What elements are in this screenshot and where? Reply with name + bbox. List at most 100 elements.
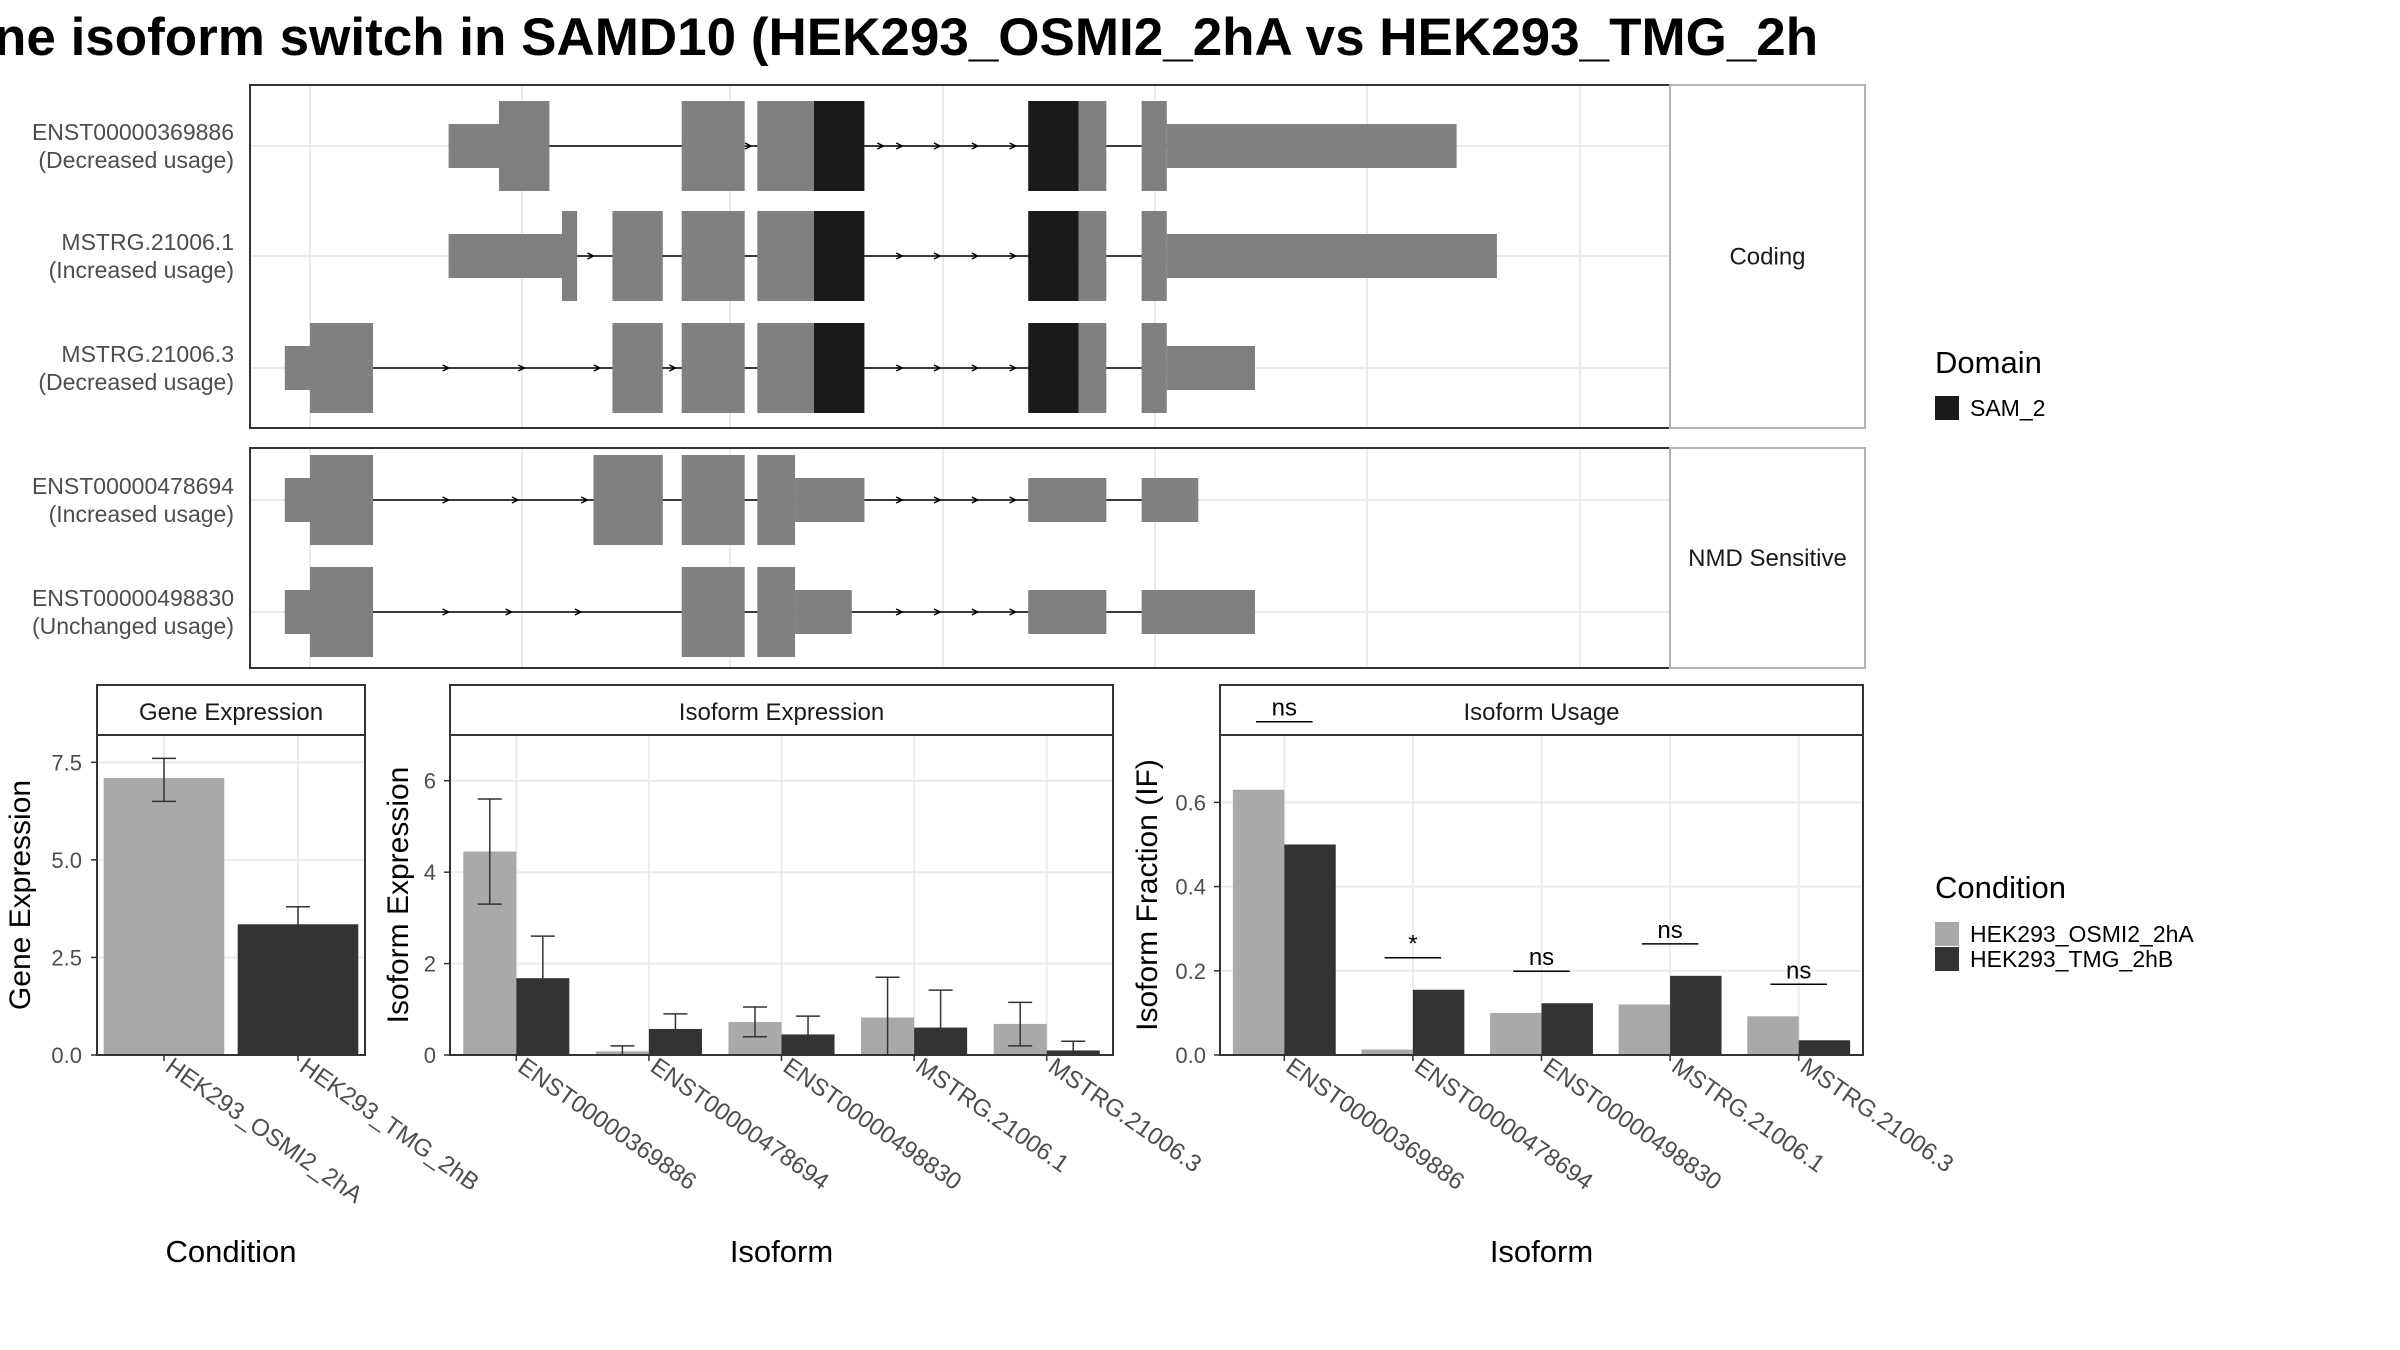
- data-bar: [1541, 1003, 1593, 1055]
- exon-block: [310, 567, 373, 657]
- data-bar: [1490, 1012, 1542, 1055]
- transcript-usage-label: (Unchanged usage): [32, 613, 234, 639]
- exon-block: [681, 455, 745, 545]
- exon-block: [310, 455, 373, 545]
- panel-strip: [449, 684, 1114, 736]
- y-axis-title: Isoform Expression: [382, 767, 415, 1024]
- condition-legend-swatch: [1935, 947, 1959, 971]
- strand-arrow: [1009, 142, 1018, 150]
- strand-arrow: [442, 608, 451, 616]
- strand-arrow: [895, 364, 904, 372]
- domain-block: [1028, 323, 1079, 413]
- panel-title: Isoform Usage: [1463, 699, 1619, 726]
- data-bar: [1284, 844, 1336, 1055]
- significance-label: ns: [1786, 957, 1811, 984]
- exon-block: [284, 346, 310, 390]
- transcript-label: ENST00000498830: [32, 585, 234, 611]
- domain-legend-title: Domain: [1935, 345, 2042, 380]
- significance-label: ns: [1529, 944, 1554, 971]
- data-bar: [1670, 975, 1722, 1055]
- strand-arrow: [971, 496, 980, 504]
- y-tick-label: 2.5: [51, 945, 82, 970]
- exon-block: [612, 211, 663, 301]
- bar-chart-panels: Gene Expression0.02.55.07.5HEK293_OSMI2_…: [4, 684, 1958, 1269]
- y-tick-label: 4: [424, 860, 436, 885]
- strand-arrow: [587, 252, 596, 260]
- transcript-usage-label: (Increased usage): [49, 501, 234, 527]
- strand-arrow: [933, 608, 942, 616]
- exon-block: [448, 234, 562, 278]
- strand-arrow: [1009, 608, 1018, 616]
- exon-block: [612, 323, 663, 413]
- strand-arrow: [971, 608, 980, 616]
- condition-legend-label: HEK293_OSMI2_2hA: [1970, 921, 2194, 947]
- significance-label: ns: [1272, 695, 1297, 722]
- strand-arrow: [876, 142, 885, 150]
- strand-arrow: [505, 608, 514, 616]
- strand-arrow: [971, 252, 980, 260]
- bar-panel: Isoform Expression0246ENST00000369886ENS…: [382, 684, 1206, 1269]
- structure-panel-border: [249, 447, 1671, 669]
- exon-block: [1166, 124, 1457, 168]
- strand-arrow: [669, 364, 678, 372]
- domain-block: [814, 211, 865, 301]
- y-tick-label: 0.2: [1175, 959, 1206, 984]
- domain-block: [814, 101, 865, 191]
- exon-block: [795, 590, 852, 634]
- data-bar: [237, 924, 359, 1055]
- transcript-label: ENST00000369886: [32, 119, 234, 145]
- strand-arrow: [574, 608, 583, 616]
- data-bar: [1618, 1004, 1671, 1055]
- y-tick-label: 0.0: [1175, 1043, 1206, 1068]
- facet-strip: [1669, 84, 1866, 429]
- exon-block: [562, 211, 578, 301]
- exon-block: [310, 323, 373, 413]
- y-tick-label: 7.5: [51, 750, 82, 775]
- exon-block: [1078, 101, 1107, 191]
- strand-arrow: [933, 364, 942, 372]
- exon-block: [757, 101, 814, 191]
- transcript-structure-plot: ENST00000369886(Decreased usage)MSTRG.21…: [32, 84, 1866, 669]
- data-bar: [1798, 1040, 1851, 1055]
- domain-block: [1028, 101, 1079, 191]
- x-axis-title: Isoform: [1490, 1234, 1593, 1269]
- y-tick-label: 6: [424, 769, 436, 794]
- strand-arrow: [895, 608, 904, 616]
- exon-block: [1141, 478, 1199, 522]
- transcript-label: MSTRG.21006.1: [61, 229, 234, 255]
- strand-arrow: [895, 142, 904, 150]
- data-bar: [1361, 1049, 1413, 1055]
- y-tick-label: 0.4: [1175, 875, 1206, 900]
- strand-arrow: [517, 364, 526, 372]
- strand-arrow: [933, 252, 942, 260]
- exon-block: [681, 323, 745, 413]
- exon-block: [1166, 234, 1497, 278]
- facet-strip-label: NMD Sensitive: [1688, 545, 1847, 572]
- exon-block: [448, 124, 499, 168]
- exon-block: [795, 478, 865, 522]
- exon-block: [1141, 211, 1167, 301]
- data-bar: [1232, 789, 1285, 1055]
- y-tick-label: 5.0: [51, 848, 82, 873]
- strand-arrow: [511, 496, 520, 504]
- domain-block: [1028, 211, 1079, 301]
- strand-arrow: [442, 364, 451, 372]
- y-axis-title: Isoform Fraction (IF): [1131, 759, 1164, 1031]
- strand-arrow: [933, 496, 942, 504]
- data-bar: [1747, 1016, 1799, 1055]
- exon-block: [757, 567, 796, 657]
- data-bar: [103, 777, 225, 1055]
- strand-arrow: [1009, 496, 1018, 504]
- panel-strip: [96, 684, 366, 736]
- strand-arrow: [895, 252, 904, 260]
- exon-block: [1028, 590, 1107, 634]
- facet-strip-label: Coding: [1729, 244, 1805, 271]
- strand-arrow: [442, 496, 451, 504]
- exon-block: [1028, 478, 1107, 522]
- strand-arrow: [580, 496, 589, 504]
- domain-legend: Domain SAM_2: [1935, 345, 2045, 421]
- exon-block: [1141, 590, 1255, 634]
